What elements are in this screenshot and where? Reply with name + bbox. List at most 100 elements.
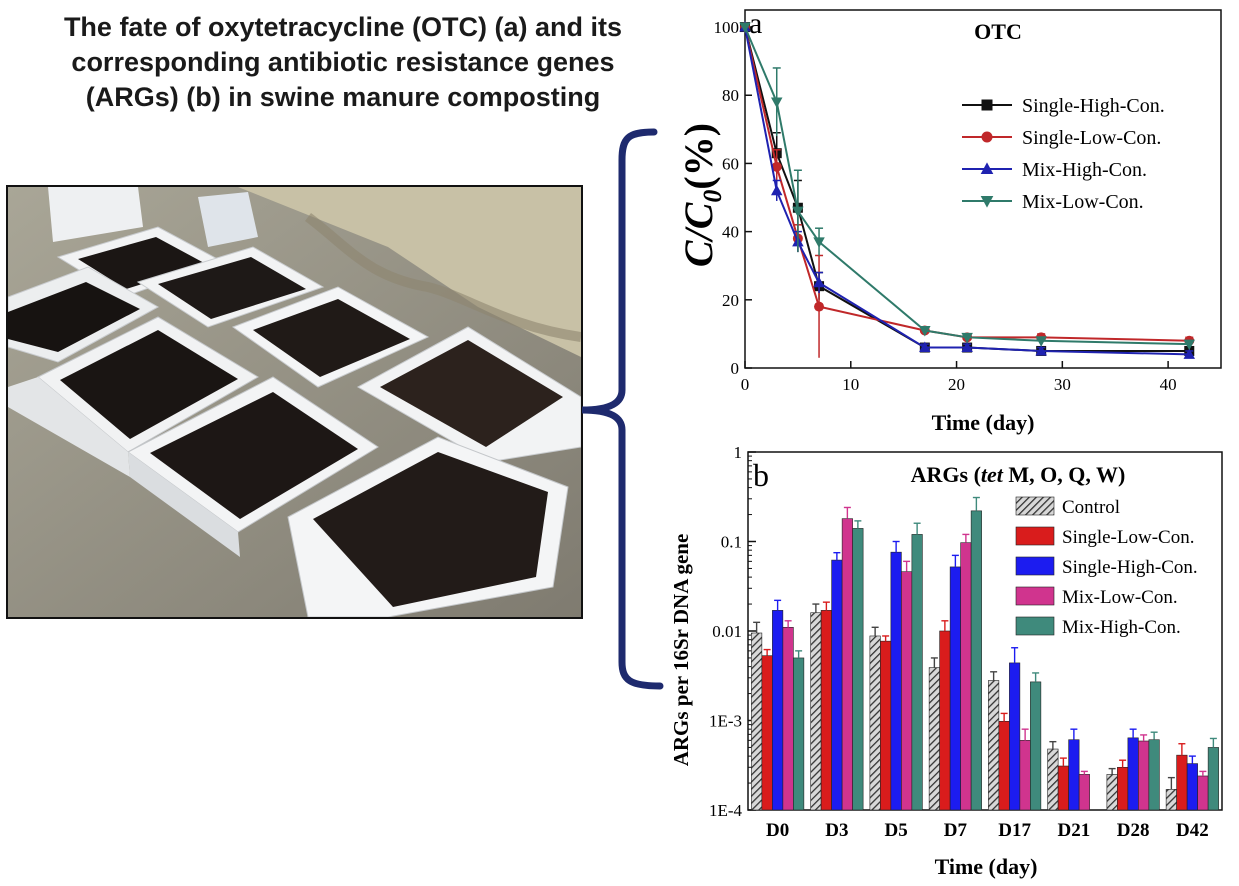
chart-b-x-axis-label: Time (day): [935, 854, 1038, 879]
chart-b-bar-single-high-con: [949, 566, 961, 811]
chart-b-y-tick-label: 0.01: [712, 622, 742, 641]
chart-b-bar-control: [928, 667, 940, 811]
chart-b-legend: Control Single-Low-Con. Single-High-Con. Mi…: [1015, 496, 1198, 638]
chart-a-legend-marker-mix-low-con: [980, 196, 994, 208]
chart-b-bar-single-high-con: [1186, 763, 1198, 811]
chart-b-bar-single-low-con: [998, 720, 1010, 811]
chart-b-y-tick-label: 1: [734, 443, 743, 462]
chart-a-legend-label-mix-low-con: Mix-Low-Con.: [1022, 191, 1144, 213]
chart-a-ticks: 0 10 20 30 40 0 20 40 60 80 100: [714, 18, 1177, 394]
chart-b-panel-letter: b: [753, 457, 769, 493]
chart-b-x-tick-label: D28: [1117, 820, 1150, 841]
chart-b-title-suffix: M, O, Q, W): [1003, 462, 1125, 487]
compost-box: [287, 436, 569, 617]
chart-a-point-mix-high-con: [1183, 348, 1196, 359]
chart-a-point-mix-high-con: [1035, 344, 1047, 356]
chart-b-x-tick-label: D7: [944, 820, 968, 841]
chart-a-otc: 0 10 20 30 40 0 20 40 60 80 100 a OTC Time (day) C…: [676, 7, 1222, 435]
chart-a-x-tick-label: 20: [948, 375, 965, 394]
chart-b-bar-mix-high-con: [911, 534, 923, 811]
chart-a-point-mix-low-con: [919, 325, 931, 337]
chart-b-bar-single-low-con: [1117, 766, 1129, 811]
chart-a-point-mix-low-con: [1183, 339, 1196, 351]
chart-a-point-mix-low-con: [770, 97, 783, 109]
chart-a-point-mix-high-con: [961, 341, 973, 353]
chart-a-y-tick-label: 60: [722, 154, 739, 173]
compost-box: [136, 246, 325, 328]
chart-b-legend-swatch-control: [1015, 496, 1055, 516]
chart-b-bar-mix-low-con: [841, 518, 853, 811]
chart-a-legend-label-mix-high-con: Mix-High-Con.: [1022, 159, 1147, 181]
chart-b-bar-mix-low-con: [901, 571, 913, 811]
chart-a-x-tick-label: 40: [1160, 375, 1177, 394]
chart-a-x-axis-label: Time (day): [932, 410, 1035, 435]
chart-b-bar-mix-high-con: [1030, 681, 1042, 811]
chart-b-x-tick-label: D17: [998, 820, 1031, 841]
chart-a-legend-marker-mix-high-con: [980, 162, 994, 174]
chart-b-legend-swatch-mix-high-con: [1015, 616, 1055, 636]
chart-a-point-mix-low-con: [961, 332, 973, 344]
chart-b-legend-label-control: Control: [1062, 497, 1120, 518]
chart-b-bar-mix-high-con: [793, 657, 805, 811]
chart-a-y-tick-label: 80: [722, 86, 739, 105]
chart-a-point-single-low-con: [771, 161, 782, 172]
chart-b-bar-control: [810, 612, 822, 811]
chart-a-point-mix-low-con: [813, 237, 825, 248]
chart-a-plot-frame: [744, 9, 1222, 369]
chart-b-bar-mix-low-con: [960, 542, 972, 811]
chart-b-bar-mix-high-con: [1148, 739, 1160, 811]
chart-a-point-mix-low-con: [792, 206, 804, 218]
chart-b-bar-control: [988, 680, 1000, 811]
chart-b-x-tick-label: D21: [1058, 820, 1091, 841]
chart-b-bar-single-low-con: [1057, 765, 1069, 811]
chart-a-title: OTC: [974, 19, 1022, 44]
compost-photo-illustration: [8, 187, 581, 617]
chart-b-bar-mix-low-con: [782, 626, 794, 811]
chart-a-legend-label-single-low-con: Single-Low-Con.: [1022, 127, 1161, 149]
chart-b-bar-single-low-con: [1176, 754, 1188, 811]
compost-box: [8, 266, 160, 363]
chart-a-x-tick-label: 0: [741, 375, 750, 394]
chart-a-line-single-low-con: [744, 26, 1190, 342]
chart-b-title-prefix: ARGs (: [911, 462, 981, 487]
chart-b-legend-label-mix-high-con: Mix-High-Con.: [1062, 617, 1181, 638]
chart-b-legend-label-mix-low-con: Mix-Low-Con.: [1062, 587, 1178, 608]
chart-a-legend-marker-single-low-con: [981, 131, 993, 143]
figure-headline: The fate of oxytetracycline (OTC) (a) an…: [18, 10, 668, 115]
chart-b-y-tick-label: 1E-4: [709, 801, 743, 820]
chart-a-point-mix-low-con: [1035, 336, 1047, 347]
chart-a-line-mix-high-con: [744, 26, 1190, 356]
chart-a-y-tick-label: 20: [722, 291, 739, 310]
chart-a-point-mix-low-con: [739, 22, 751, 34]
chart-b-bar-single-high-con: [890, 551, 902, 811]
chart-b-bar-mix-low-con: [1019, 740, 1031, 811]
chart-a-y-tick-label: 40: [722, 223, 739, 242]
headline-line-3: (ARGs) (b) in swine manure composting: [85, 82, 601, 112]
chart-b-x-tick-label: D42: [1176, 820, 1209, 841]
chart-a-panel-letter: a: [749, 7, 762, 40]
headline-line-2: corresponding antibiotic resistance gene…: [71, 47, 615, 77]
chart-a-y-axis-label: C/C0(%): [676, 123, 727, 267]
chart-b-y-tick-label: 1E-3: [709, 712, 742, 731]
chart-b-legend-label-single-high-con: Single-High-Con.: [1062, 557, 1198, 578]
chart-a-point-mix-high-con: [813, 276, 825, 288]
chart-b-bar-mix-low-con: [1078, 774, 1090, 811]
compost-boxes-photo: [6, 185, 583, 619]
chart-a-point-mix-high-con: [770, 184, 783, 196]
chart-b-bar-control: [751, 632, 763, 811]
chart-b-bar-single-low-con: [820, 610, 832, 811]
chart-b-y-tick-label: 0.1: [721, 533, 742, 552]
chart-a-line-mix-low-con: [744, 26, 1190, 346]
compost-box: [127, 376, 379, 557]
chart-b-bar-mix-low-con: [1138, 740, 1150, 811]
chart-b-bar-control: [1047, 748, 1059, 811]
chart-a-x-tick-label: 30: [1054, 375, 1071, 394]
chart-b-bar-single-high-con: [1127, 737, 1139, 811]
chart-b-bars: [751, 496, 1219, 811]
chart-b-bar-mix-high-con: [1207, 747, 1219, 811]
chart-b-bar-mix-low-con: [1197, 775, 1209, 811]
chart-a-point-single-low-con: [814, 301, 825, 312]
chart-b-bar-single-low-con: [761, 655, 773, 811]
chart-a-y-axis-label-unit: (%): [676, 123, 721, 190]
chart-b-bar-single-high-con: [772, 610, 784, 811]
